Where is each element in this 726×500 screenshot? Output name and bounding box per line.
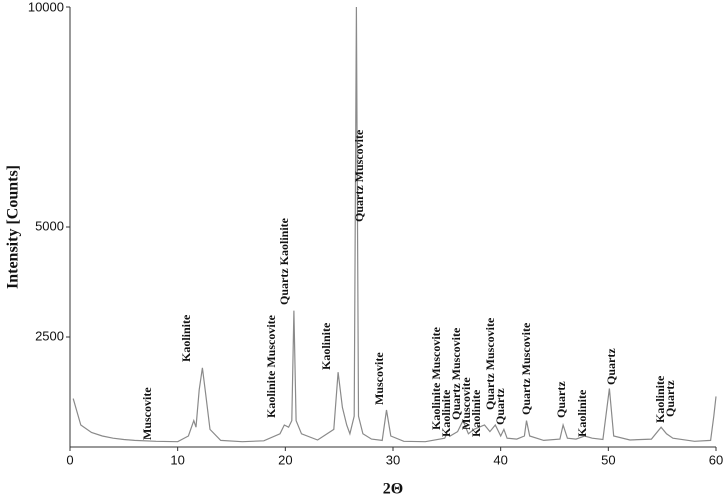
peak-label: Kaolinite: [319, 322, 333, 370]
peak-label: Quartz Kaolinite: [277, 217, 291, 305]
peak-label: Quartz: [663, 380, 677, 417]
peak-label: Quartz Muscovite: [519, 322, 533, 415]
peak-label: Quartz: [493, 388, 507, 425]
x-axis-label: 2Θ: [383, 481, 403, 498]
peak-label: Kaolinite: [575, 389, 589, 437]
y-tick-label: 10000: [28, 0, 64, 14]
x-tick-label: 0: [66, 452, 73, 467]
x-tick-label: 60: [709, 452, 723, 467]
peak-label: Quartz Muscovite: [352, 129, 366, 222]
peak-label: Kaolinite: [469, 389, 483, 437]
peak-label: Muscovite: [459, 377, 473, 430]
x-tick-label: 50: [601, 452, 615, 467]
y-tick-label: 5000: [35, 218, 64, 233]
peak-label: Quartz Muscovite: [449, 327, 463, 420]
peak-label: Quartz: [604, 348, 618, 385]
y-axis-label: Intensity [Counts]: [5, 165, 22, 289]
peak-label: Kaolinite Muscovite: [264, 314, 278, 418]
x-tick-label: 20: [278, 452, 292, 467]
x-tick-label: 30: [386, 452, 400, 467]
peak-label: Quartz: [554, 381, 568, 418]
peak-label: Kaolinite: [179, 314, 193, 362]
peak-label: Kaolinite: [653, 375, 667, 423]
peak-label: Kaolinite Muscovite: [429, 326, 443, 430]
y-tick-label: 2500: [35, 328, 64, 343]
peak-label: Muscovite: [372, 352, 386, 405]
data-line: [72, 6, 717, 443]
peak-label: Muscovite: [140, 387, 154, 440]
peak-label: Kaolinite: [439, 389, 453, 437]
peak-label: Quartz Muscovite: [483, 317, 497, 410]
x-tick-label: 10: [170, 452, 184, 467]
x-tick-label: 40: [493, 452, 507, 467]
